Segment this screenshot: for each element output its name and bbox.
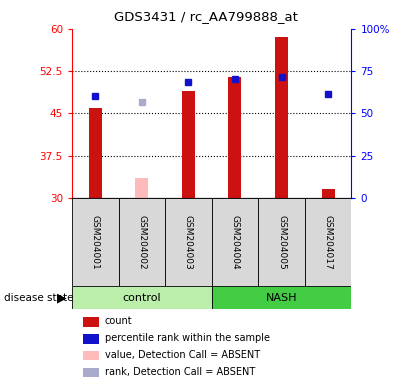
Bar bbox=[118, 198, 165, 286]
Text: GSM204001: GSM204001 bbox=[91, 215, 100, 269]
Text: GSM204005: GSM204005 bbox=[277, 215, 286, 269]
Bar bbox=[305, 198, 351, 286]
Text: GSM204004: GSM204004 bbox=[231, 215, 240, 269]
Bar bbox=[212, 286, 351, 309]
Bar bbox=[83, 368, 99, 377]
Text: control: control bbox=[122, 293, 161, 303]
Text: percentile rank within the sample: percentile rank within the sample bbox=[104, 333, 270, 343]
Bar bbox=[83, 334, 99, 344]
Text: ▶: ▶ bbox=[57, 291, 67, 304]
Bar bbox=[258, 198, 305, 286]
Bar bbox=[275, 37, 288, 198]
Bar bbox=[72, 286, 212, 309]
Text: rank, Detection Call = ABSENT: rank, Detection Call = ABSENT bbox=[104, 367, 255, 377]
Bar bbox=[83, 318, 99, 327]
Text: GDS3431 / rc_AA799888_at: GDS3431 / rc_AA799888_at bbox=[113, 10, 298, 23]
Bar bbox=[229, 77, 242, 198]
Text: GSM204017: GSM204017 bbox=[323, 215, 332, 269]
Text: value, Detection Call = ABSENT: value, Detection Call = ABSENT bbox=[104, 350, 260, 360]
Bar bbox=[83, 351, 99, 360]
Bar bbox=[135, 178, 148, 198]
Text: NASH: NASH bbox=[266, 293, 297, 303]
Bar bbox=[212, 198, 258, 286]
Bar bbox=[165, 198, 212, 286]
Text: GSM204002: GSM204002 bbox=[137, 215, 146, 269]
Bar bbox=[321, 189, 335, 198]
Text: GSM204003: GSM204003 bbox=[184, 215, 193, 269]
Bar bbox=[89, 108, 102, 198]
Text: disease state: disease state bbox=[4, 293, 74, 303]
Bar bbox=[182, 91, 195, 198]
Text: count: count bbox=[104, 316, 132, 326]
Bar bbox=[72, 198, 118, 286]
